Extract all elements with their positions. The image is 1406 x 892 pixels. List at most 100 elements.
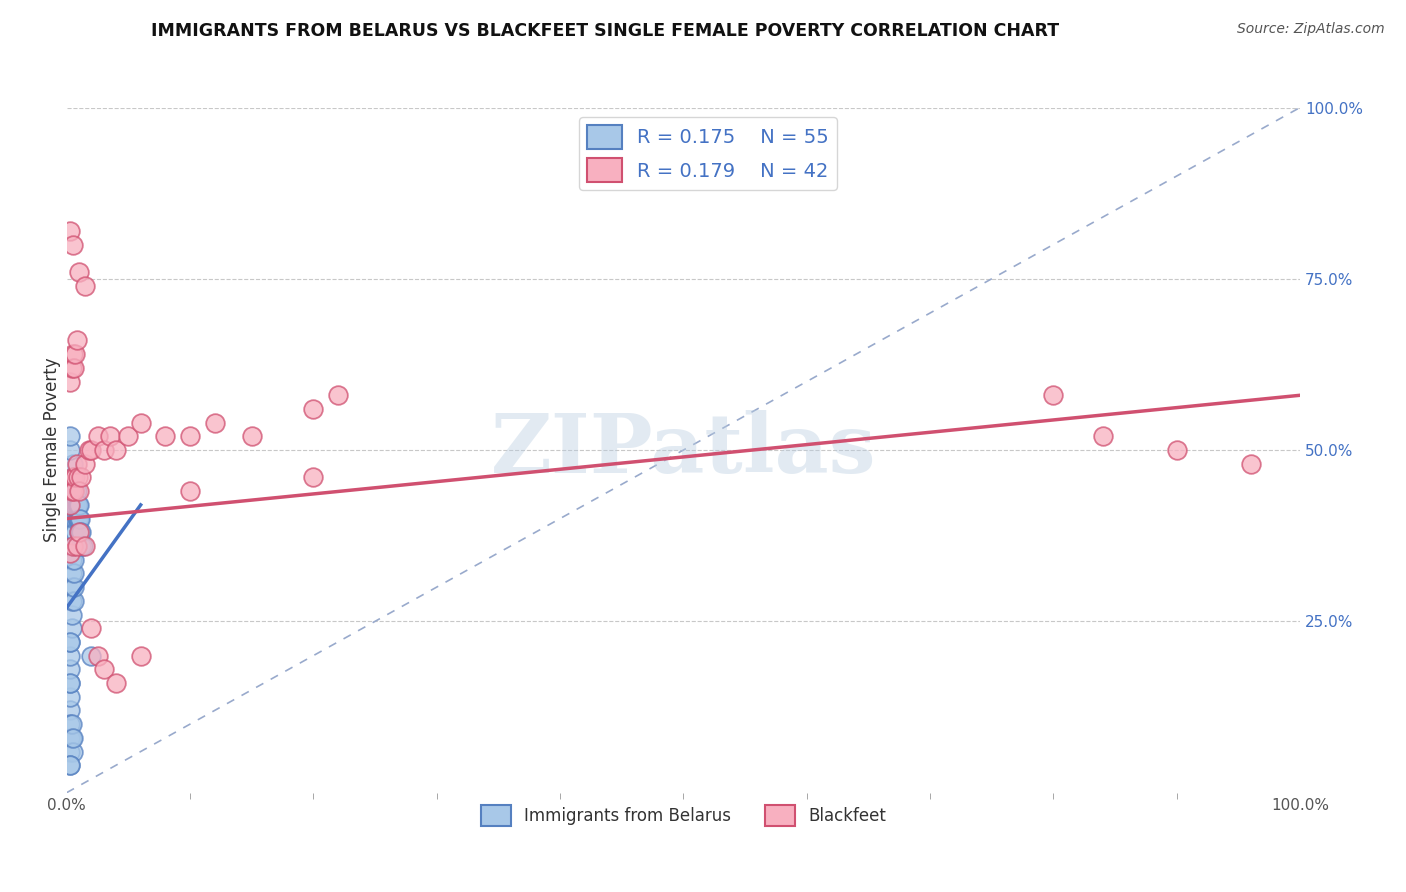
Point (155, 429, 177, 443)
Point (60, 484, 83, 499)
Text: IMMIGRANTS FROM BELARUS VS BLACKFEET SINGLE FEMALE POVERTY CORRELATION CHART: IMMIGRANTS FROM BELARUS VS BLACKFEET SIN… (150, 22, 1059, 40)
Point (93, 662, 115, 676)
Point (75, 278, 97, 293)
Point (70, 470, 93, 484)
Point (67, 498, 90, 512)
Point (65, 347, 87, 361)
Point (63, 580, 86, 594)
Point (69, 511, 91, 525)
Text: ZIPatlas: ZIPatlas (491, 410, 876, 490)
Point (59, 224, 82, 238)
Point (65, 511, 87, 525)
Point (59, 731, 82, 745)
Point (59, 690, 82, 704)
Point (59, 703, 82, 717)
Point (60, 717, 83, 731)
Point (67, 525, 90, 540)
Point (63, 566, 86, 581)
Point (86, 648, 108, 663)
Point (62, 237, 84, 252)
Point (67, 525, 90, 540)
Point (59, 429, 82, 443)
Point (62, 511, 84, 525)
Point (80, 648, 103, 663)
Point (60, 580, 83, 594)
Point (62, 347, 84, 361)
Point (59, 676, 82, 690)
Point (62, 470, 84, 484)
Point (60, 539, 83, 553)
Point (62, 457, 84, 471)
Point (62, 484, 84, 499)
Point (62, 498, 84, 512)
Point (62, 731, 84, 745)
Legend: Immigrants from Belarus, Blackfeet: Immigrants from Belarus, Blackfeet (474, 798, 893, 832)
Point (65, 525, 87, 540)
Point (105, 443, 128, 458)
Point (62, 539, 84, 553)
Point (66, 470, 89, 484)
Point (67, 511, 90, 525)
Point (70, 525, 93, 540)
Point (66, 498, 89, 512)
Point (59, 443, 82, 458)
Point (67, 265, 90, 279)
Point (59, 635, 82, 649)
Point (1240, 457, 1263, 471)
Point (1042, 388, 1064, 402)
Point (69, 525, 91, 540)
Point (66, 511, 89, 525)
Point (63, 360, 86, 375)
Point (65, 470, 87, 484)
Point (60, 566, 83, 581)
Point (59, 676, 82, 690)
Point (63, 552, 86, 566)
Point (75, 539, 97, 553)
Point (59, 635, 82, 649)
Point (179, 429, 201, 443)
Point (59, 648, 82, 663)
Point (59, 662, 82, 676)
Point (62, 525, 84, 540)
Point (60, 621, 83, 635)
Y-axis label: Single Female Poverty: Single Female Poverty (44, 358, 60, 542)
Point (60, 360, 83, 375)
Point (60, 594, 83, 608)
Point (60, 607, 83, 622)
Point (75, 457, 97, 471)
Point (63, 594, 86, 608)
Point (86, 429, 108, 443)
Point (65, 484, 87, 499)
Point (98, 429, 121, 443)
Point (63, 539, 86, 553)
Point (326, 388, 349, 402)
Point (72, 539, 94, 553)
Point (1091, 429, 1114, 443)
Point (59, 546, 82, 560)
Point (59, 498, 82, 512)
Point (65, 498, 87, 512)
Point (204, 416, 226, 430)
Point (240, 429, 263, 443)
Point (60, 731, 83, 745)
Text: Source: ZipAtlas.com: Source: ZipAtlas.com (1237, 22, 1385, 37)
Point (302, 470, 325, 484)
Point (302, 401, 325, 416)
Point (65, 539, 87, 553)
Point (80, 443, 103, 458)
Point (129, 648, 152, 663)
Point (105, 676, 128, 690)
Point (67, 484, 90, 499)
Point (59, 758, 82, 772)
Point (65, 457, 87, 471)
Point (70, 539, 93, 553)
Point (65, 511, 87, 525)
Point (63, 484, 86, 499)
Point (129, 416, 152, 430)
Point (179, 484, 201, 499)
Point (80, 621, 103, 635)
Point (93, 443, 115, 458)
Point (59, 375, 82, 389)
Point (77, 443, 100, 458)
Point (65, 334, 87, 348)
